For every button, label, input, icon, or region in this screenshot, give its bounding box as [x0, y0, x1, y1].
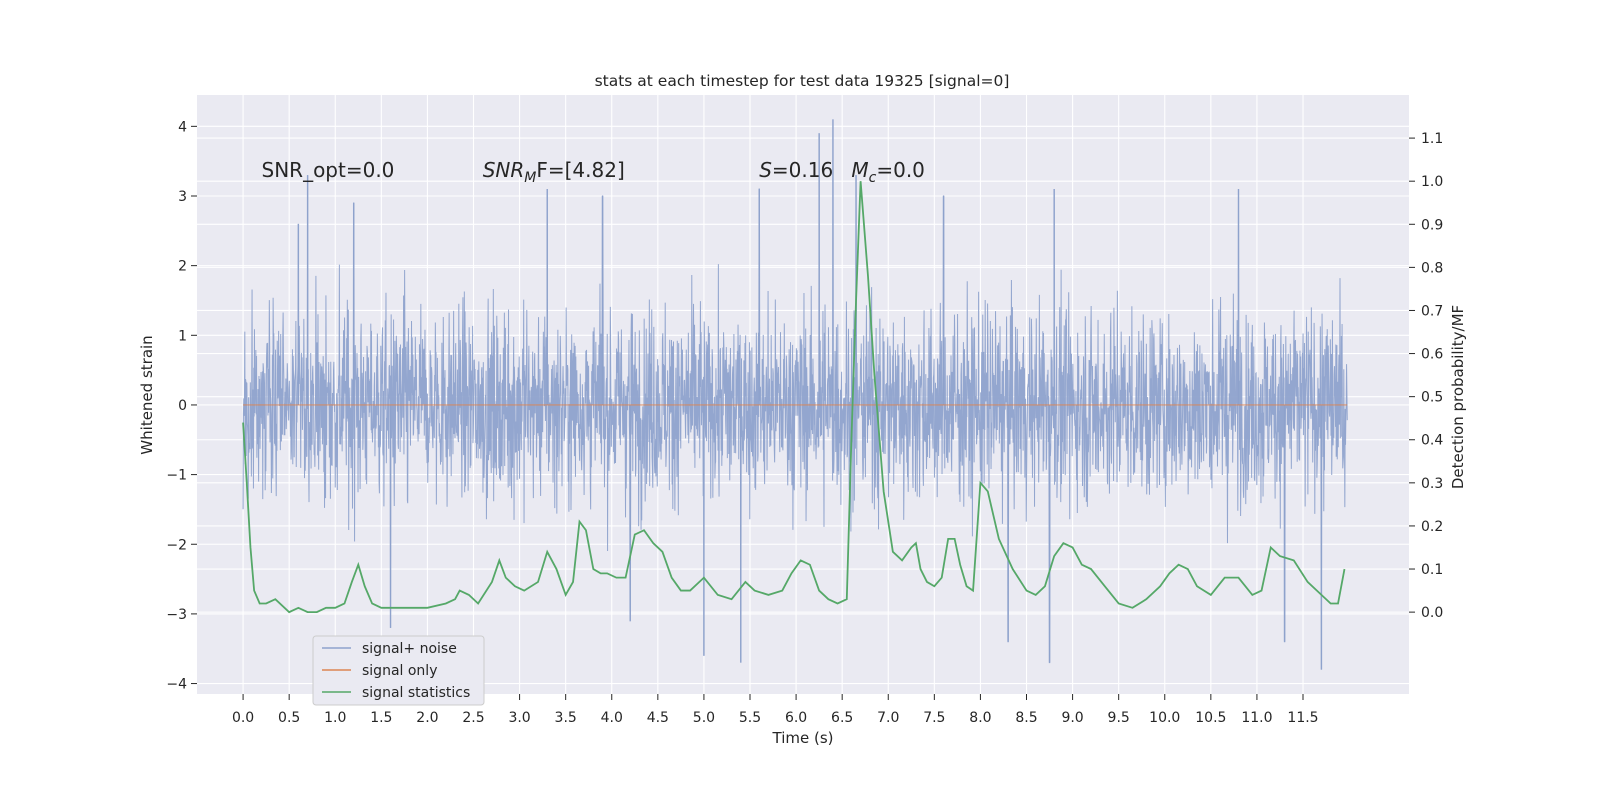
y2-tick-label: 0.7: [1421, 303, 1443, 319]
x-tick-label: 5.0: [693, 710, 715, 726]
statistics-line: [242, 181, 1346, 614]
y-tick-label: 0: [178, 398, 187, 414]
y2-tick-label: 0.2: [1421, 519, 1443, 535]
x-tick-label: 1.5: [370, 710, 392, 726]
y-tick-label: −3: [166, 607, 187, 623]
x-tick-label: 11.5: [1287, 710, 1318, 726]
annotation-2: S=0.16: [759, 158, 833, 182]
y2-axis-label: Detection probability/MF: [1449, 305, 1467, 489]
x-tick-label: 0.5: [278, 710, 300, 726]
legend-label-signal-noise: signal+ noise: [362, 641, 457, 657]
y2-tick-label: 0.4: [1421, 433, 1443, 449]
x-tick-label: 7.0: [877, 710, 899, 726]
y-tick-label: −4: [166, 677, 187, 693]
y2-tick-label: 0.6: [1421, 347, 1443, 363]
annotation-0: SNR_opt=0.0: [262, 158, 395, 182]
x-tick-label: 6.5: [831, 710, 853, 726]
legend: signal+ noise signal only signal statist…: [312, 635, 485, 706]
legend-box: [312, 635, 485, 706]
x-tick-label: 1.0: [324, 710, 346, 726]
legend-label-signal-only: signal only: [362, 663, 437, 679]
x-tick-label: 0.0: [232, 710, 254, 726]
y-tick-label: 3: [178, 189, 187, 205]
y-tick-label: 2: [178, 259, 187, 275]
x-tick-label: 10.0: [1149, 710, 1180, 726]
x-tick-label: 7.5: [923, 710, 945, 726]
y2-tick-label: 0.8: [1421, 260, 1443, 276]
x-tick-label: 9.5: [1108, 710, 1130, 726]
y2-tick-label: 0.1: [1421, 562, 1443, 578]
series-signal-statistics: [242, 181, 1346, 614]
x-tick-label: 3.0: [508, 710, 530, 726]
y-tick-label: −2: [166, 537, 187, 553]
x-tick-label: 4.5: [647, 710, 669, 726]
y2-tick-label: 0.9: [1421, 217, 1443, 233]
x-axis-label: Time (s): [772, 729, 834, 747]
y2-tick-label: 0.3: [1421, 476, 1443, 492]
x-tick-label: 2.5: [462, 710, 484, 726]
x-tick-label: 5.5: [739, 710, 761, 726]
x-tick-label: 10.5: [1195, 710, 1226, 726]
x-tick-label: 8.5: [1015, 710, 1037, 726]
annotation-1: SNRMF=[4.82]: [483, 158, 625, 186]
y-axis-ticks: −4 −3 −2 −1 0 1 2 3 4: [166, 119, 197, 693]
y2-tick-label: 1.1: [1421, 131, 1443, 147]
y-tick-label: −1: [166, 468, 187, 484]
x-tick-label: 11.0: [1241, 710, 1272, 726]
x-tick-label: 4.0: [601, 710, 623, 726]
annotations: SNR_opt=0.0 SNRMF=[4.82] S=0.16 Mc=0.0: [262, 158, 925, 186]
legend-label-signal-statistics: signal statistics: [362, 685, 470, 701]
y2-tick-label: 0.0: [1421, 605, 1443, 621]
x-axis-ticks: 0.0 0.5 1.0 1.5 2.0 2.5 3.0 3.5 4.0 4.5 5.0 5.5 6.0 6…: [232, 694, 1319, 726]
y-tick-label: 4: [178, 119, 187, 135]
x-tick-label: 6.0: [785, 710, 807, 726]
y2-tick-label: 0.5: [1421, 390, 1443, 406]
chart-title: stats at each timestep for test data 193…: [595, 72, 1010, 90]
y-axis-label: Whitened strain: [138, 335, 156, 454]
noise-trace: [242, 119, 1348, 670]
annotation-3: Mc=0.0: [851, 158, 925, 186]
x-tick-label: 3.5: [555, 710, 577, 726]
y-tick-label: 1: [178, 328, 187, 344]
y2-axis-ticks: 0.0 0.1 0.2 0.3 0.4 0.5 0.6 0.7 0.8 0.9 1.0 1.1: [1409, 131, 1443, 621]
series-signal-noise: [242, 119, 1348, 670]
y2-tick-label: 1.0: [1421, 174, 1443, 190]
x-tick-label: 9.0: [1061, 710, 1083, 726]
x-tick-label: 8.0: [969, 710, 991, 726]
x-tick-label: 2.0: [416, 710, 438, 726]
